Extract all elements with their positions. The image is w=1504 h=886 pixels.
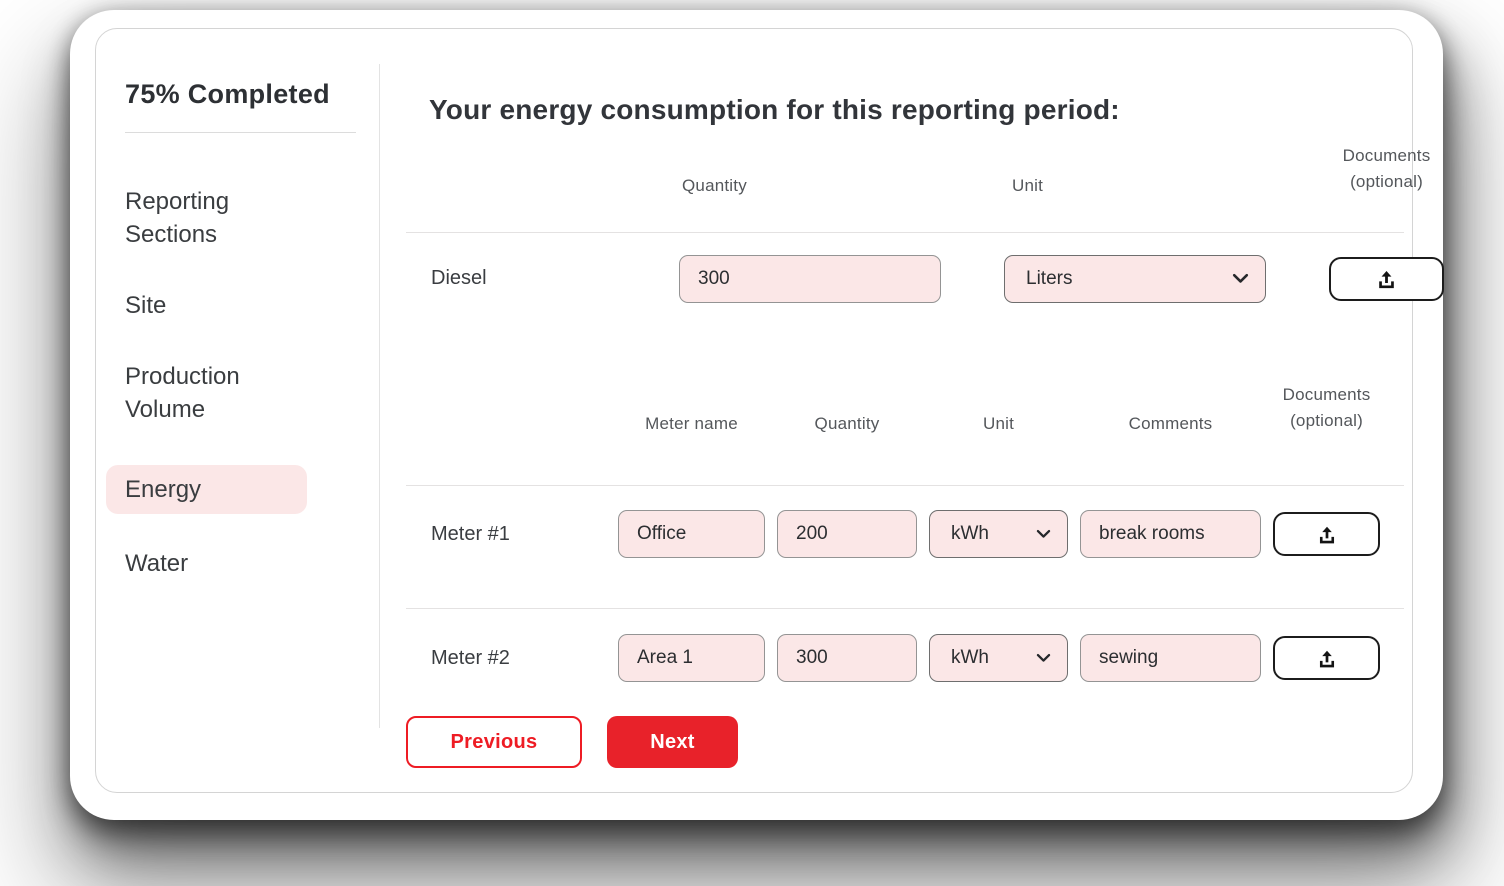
meter2-name-input[interactable] bbox=[618, 634, 765, 683]
main-content: Your energy consumption for this reporti… bbox=[406, 29, 1444, 769]
sidebar-item-production-volume[interactable]: Production Volume bbox=[125, 363, 240, 424]
sidebar-nav: Reporting Sections Site Production Volum… bbox=[106, 185, 317, 580]
row-label-meter-1: Meter #1 bbox=[431, 522, 510, 545]
modal-card: 75% Completed Reporting Sections Site Pr… bbox=[70, 10, 1444, 820]
column-header-documents: Documents (optional) bbox=[1329, 143, 1444, 198]
documents-header-line2: (optional) bbox=[1350, 172, 1423, 192]
meter1-unit-select[interactable]: kWh bbox=[929, 510, 1068, 559]
diesel-upload-document-button[interactable] bbox=[1329, 256, 1444, 301]
column-header-unit: Unit bbox=[1012, 175, 1044, 195]
meter-row-1: Meter #1 kWh bbox=[406, 510, 1404, 559]
meter-row-2: Meter #2 kWh bbox=[406, 634, 1404, 683]
documents-header-line2: (optional) bbox=[1290, 411, 1363, 431]
row-divider bbox=[406, 231, 1404, 233]
sidebar-item-site[interactable]: Site bbox=[125, 292, 167, 320]
meter2-upload-document-button[interactable] bbox=[1273, 636, 1380, 681]
documents-header-line1: Documents bbox=[1342, 146, 1431, 165]
page-title: Your energy consumption for this reporti… bbox=[429, 94, 1120, 125]
column-header-documents: Documents (optional) bbox=[1273, 382, 1380, 437]
column-header-unit: Unit bbox=[982, 414, 1015, 434]
form-panel: 75% Completed Reporting Sections Site Pr… bbox=[95, 28, 1444, 793]
row-label-diesel: Diesel bbox=[431, 267, 487, 290]
meter-table-header: Meter name Quantity Unit Comments Docume… bbox=[406, 382, 1404, 437]
sidebar-divider bbox=[125, 132, 356, 133]
chevron-down-icon bbox=[1036, 654, 1051, 663]
column-header-quantity: Quantity bbox=[814, 414, 880, 434]
meter2-comments-input[interactable] bbox=[1080, 634, 1261, 683]
meter1-name-input[interactable] bbox=[618, 510, 765, 559]
sidebar: 75% Completed Reporting Sections Site Pr… bbox=[106, 79, 370, 618]
column-header-quantity: Quantity bbox=[682, 175, 747, 195]
sidebar-item-water[interactable]: Water bbox=[125, 549, 189, 577]
sidebar-item-energy[interactable]: Energy bbox=[106, 464, 307, 514]
upload-icon bbox=[1319, 527, 1334, 544]
meter1-comments-input[interactable] bbox=[1080, 510, 1261, 559]
upload-icon bbox=[1379, 271, 1394, 289]
meter1-quantity-input[interactable] bbox=[777, 510, 917, 559]
meter1-upload-document-button[interactable] bbox=[1273, 512, 1380, 557]
chevron-down-icon bbox=[1036, 530, 1051, 539]
diesel-quantity-input[interactable] bbox=[679, 254, 941, 303]
column-header-meter-name: Meter name bbox=[645, 414, 738, 434]
meter2-unit-select[interactable]: kWh bbox=[929, 634, 1068, 683]
upload-icon bbox=[1319, 651, 1334, 668]
next-button[interactable]: Next bbox=[607, 716, 738, 769]
previous-button[interactable]: Previous bbox=[406, 716, 582, 769]
column-header-comments: Comments bbox=[1128, 414, 1213, 434]
meter2-quantity-input[interactable] bbox=[777, 634, 917, 683]
row-label-meter-2: Meter #2 bbox=[431, 646, 510, 669]
form-actions: Previous Next bbox=[406, 716, 1404, 769]
vertical-divider bbox=[379, 64, 380, 728]
progress-label: 75% Completed bbox=[125, 79, 330, 109]
row-divider bbox=[406, 485, 1404, 487]
sidebar-item-reporting-sections[interactable]: Reporting Sections bbox=[125, 188, 230, 249]
diesel-unit-select[interactable]: Liters bbox=[1004, 254, 1266, 303]
fuel-table-header: Quantity Unit Documents (optional) bbox=[406, 143, 1430, 198]
fuel-row-diesel: Diesel Liters bbox=[406, 254, 1444, 303]
chevron-down-icon bbox=[1232, 274, 1249, 283]
row-divider bbox=[406, 608, 1404, 610]
documents-header-line1: Documents bbox=[1282, 384, 1371, 404]
